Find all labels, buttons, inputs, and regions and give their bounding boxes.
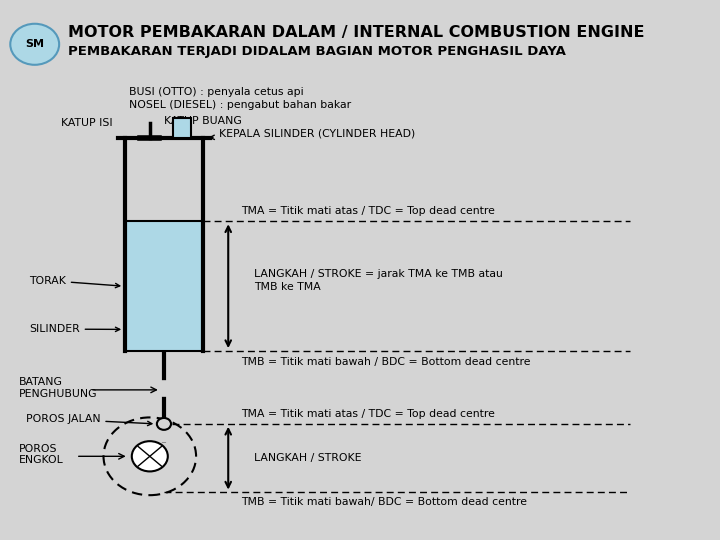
Text: MOTOR PEMBAKARAN DALAM / INTERNAL COMBUSTION ENGINE: MOTOR PEMBAKARAN DALAM / INTERNAL COMBUS… (68, 25, 644, 40)
Text: TMB = Titik mati bawah / BDC = Bottom dead centre: TMB = Titik mati bawah / BDC = Bottom de… (241, 357, 531, 367)
Text: TMB ke TMA: TMB ke TMA (254, 282, 320, 292)
Text: TORAK: TORAK (29, 275, 120, 288)
Bar (125, 221, 202, 351)
Text: NOSEL (DIESEL) : pengabut bahan bakar: NOSEL (DIESEL) : pengabut bahan bakar (129, 100, 351, 110)
Text: POROS: POROS (19, 444, 58, 454)
Text: SILINDER: SILINDER (29, 324, 120, 334)
Text: KEPALA SILINDER (CYLINDER HEAD): KEPALA SILINDER (CYLINDER HEAD) (210, 128, 415, 139)
Text: ENGKOL: ENGKOL (19, 455, 64, 465)
Text: LANGKAH / STROKE: LANGKAH / STROKE (254, 453, 361, 463)
Text: BATANG: BATANG (19, 377, 63, 387)
Text: PEMBAKARAN TERJADI DIDALAM BAGIAN MOTOR PENGHASIL DAYA: PEMBAKARAN TERJADI DIDALAM BAGIAN MOTOR … (68, 45, 565, 58)
Text: TMA = Titik mati atas / TDC = Top dead centre: TMA = Titik mati atas / TDC = Top dead c… (241, 206, 495, 215)
Text: KATUP ISI: KATUP ISI (61, 118, 113, 128)
Text: TMA = Titik mati atas / TDC = Top dead centre: TMA = Titik mati atas / TDC = Top dead c… (241, 409, 495, 419)
Text: BUSI (OTTO) : penyala cetus api: BUSI (OTTO) : penyala cetus api (129, 87, 303, 97)
Text: SM: SM (25, 39, 44, 49)
Circle shape (132, 441, 168, 471)
Circle shape (10, 24, 59, 65)
Circle shape (157, 418, 171, 430)
Text: TMB = Titik mati bawah/ BDC = Bottom dead centre: TMB = Titik mati bawah/ BDC = Bottom dea… (241, 497, 527, 507)
Text: POROS JALAN: POROS JALAN (26, 414, 152, 426)
Text: KATUP BUANG: KATUP BUANG (164, 117, 242, 126)
Text: PENGHUBUNG: PENGHUBUNG (19, 389, 98, 399)
Text: LANGKAH / STROKE = jarak TMA ke TMB atau: LANGKAH / STROKE = jarak TMA ke TMB atau (254, 269, 503, 279)
Bar (173, 118, 191, 138)
